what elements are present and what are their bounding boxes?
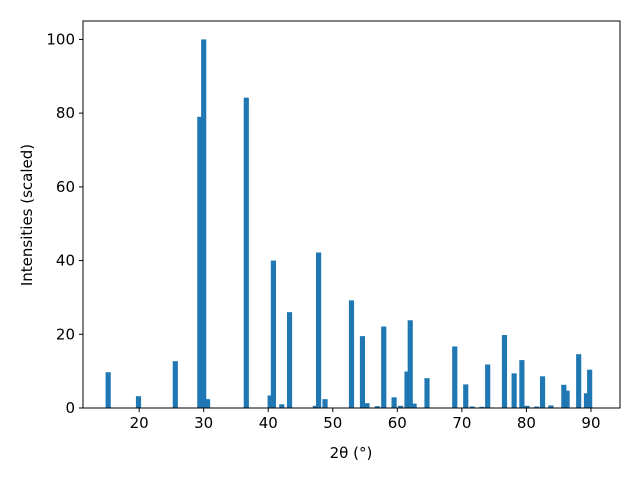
bar: [534, 406, 540, 408]
bar: [243, 97, 249, 409]
bar: [404, 371, 410, 408]
bar: [312, 405, 318, 408]
x-tick-label: 20: [130, 414, 149, 432]
y-tick-label: 80: [56, 104, 75, 122]
x-axis-label: 2θ (°): [330, 444, 373, 462]
bar: [286, 312, 293, 408]
y-tick-label: 100: [46, 30, 75, 48]
bar: [172, 361, 178, 408]
bar: [348, 300, 355, 408]
x-tick-label: 80: [517, 414, 536, 432]
x-tick-label: 40: [259, 414, 278, 432]
bar: [564, 390, 570, 408]
bar: [322, 399, 328, 408]
bar: [391, 397, 397, 408]
bar: [359, 336, 366, 408]
bar: [501, 335, 508, 408]
bar: [463, 384, 469, 408]
bar: [561, 384, 567, 408]
bar: [204, 399, 211, 408]
bar: [479, 406, 485, 408]
bar: [364, 403, 370, 408]
bar: [105, 372, 111, 408]
y-tick-label: 40: [56, 252, 75, 270]
bar: [587, 369, 593, 408]
bar: [267, 395, 273, 408]
bar: [583, 393, 590, 408]
x-tick-label: 90: [581, 414, 600, 432]
y-tick-label: 0: [65, 399, 75, 417]
bar: [424, 378, 430, 408]
bar: [485, 364, 491, 408]
bar: [407, 320, 413, 408]
bar: [411, 403, 417, 408]
bar: [270, 260, 276, 408]
bar: [469, 406, 475, 408]
bar: [576, 354, 582, 408]
x-tick-label: 30: [194, 414, 213, 432]
bar: [539, 376, 546, 408]
bar: [381, 326, 387, 408]
bar: [548, 405, 554, 408]
bar: [135, 396, 142, 408]
x-tick-label: 50: [323, 414, 342, 432]
bar: [197, 116, 203, 408]
y-tick-label: 20: [56, 325, 75, 343]
bar: [374, 406, 380, 408]
bar: [279, 404, 285, 408]
bar: [452, 346, 458, 408]
bar: [397, 405, 404, 408]
plot-frame: [82, 20, 621, 409]
bar: [511, 373, 517, 408]
bar: [316, 252, 322, 408]
bar: [524, 405, 530, 408]
y-axis-label: Intensities (scaled): [18, 144, 36, 286]
y-tick-label: 60: [56, 178, 75, 196]
x-tick-label: 70: [452, 414, 471, 432]
bar: [519, 360, 525, 408]
bar: [201, 39, 207, 409]
x-tick-label: 60: [388, 414, 407, 432]
